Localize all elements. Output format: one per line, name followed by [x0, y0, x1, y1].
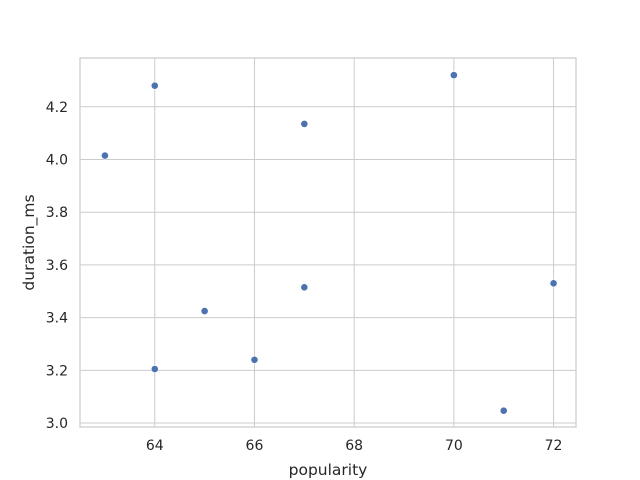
y-tick-label: 4.0	[46, 152, 68, 168]
y-tick-label: 3.0	[46, 416, 68, 432]
data-point	[549, 279, 558, 288]
y-tick-label: 3.2	[46, 363, 68, 379]
x-tick-label: 68	[345, 438, 363, 454]
data-point	[449, 71, 458, 80]
data-points	[101, 71, 558, 415]
data-point	[250, 355, 259, 364]
data-point	[101, 151, 109, 160]
x-tick-label: 64	[146, 438, 164, 454]
data-point	[150, 81, 159, 90]
x-tick-label: 72	[545, 438, 563, 454]
y-tick-label: 3.8	[46, 205, 68, 221]
y-tick-label: 4.2	[46, 100, 68, 116]
y-axis-label: duration_ms	[20, 194, 39, 290]
plot-frame	[79, 57, 577, 428]
data-point	[499, 406, 508, 415]
x-axis-label: popularity	[289, 461, 368, 479]
data-point	[300, 283, 309, 292]
data-point	[300, 119, 309, 128]
x-tick-label: 70	[445, 438, 463, 454]
data-point	[200, 307, 209, 315]
grid	[80, 58, 576, 427]
x-tick-label: 66	[246, 438, 264, 454]
y-tick-label: 3.6	[46, 258, 68, 274]
y-tick-label: 3.4	[46, 311, 68, 327]
tick-labels: 64 66 68 70 72 3.0 3.2 3.4 3.6 3.8 4.0 4.2	[46, 100, 563, 454]
data-point	[150, 365, 159, 373]
